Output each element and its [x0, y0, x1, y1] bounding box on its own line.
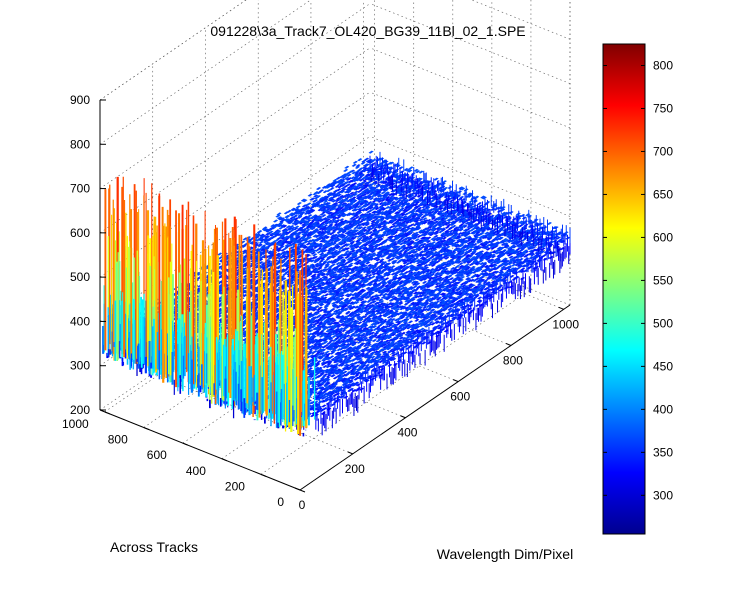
surface-patch: [326, 189, 330, 192]
surface-patch: [249, 238, 253, 241]
surface-patch: [333, 190, 337, 193]
surface-patch: [331, 231, 335, 234]
grid-line-z-right: [370, 4, 570, 84]
surface-patch: [353, 161, 357, 164]
surface-patch: [284, 247, 288, 250]
surface-patch: [302, 228, 306, 231]
surface-patch: [310, 198, 314, 201]
surface-patch: [371, 195, 375, 198]
surface-mesh: [100, 151, 570, 437]
surface-patch: [314, 277, 318, 280]
surface-patch: [356, 256, 360, 259]
box-edge: [100, 0, 370, 100]
surface-patch: [258, 230, 262, 233]
surface-patch: [409, 167, 413, 170]
surface-patch: [359, 168, 363, 171]
surface-patch: [383, 231, 387, 234]
surface-patch: [309, 207, 313, 210]
surface-patch: [330, 187, 334, 190]
surface-patch: [369, 151, 373, 154]
surface-patch: [358, 158, 362, 161]
surface-patch: [287, 210, 291, 213]
surface-patch: [315, 239, 319, 242]
surface-patch: [316, 187, 320, 190]
grid-line-z-right: [370, 48, 570, 128]
surface-patch: [217, 253, 221, 256]
surface-patch: [337, 231, 341, 234]
surface-patch: [307, 203, 311, 206]
surface-patch: [273, 220, 277, 223]
surface-patch: [348, 170, 352, 173]
surface-patch: [308, 194, 312, 197]
surface-patch: [315, 249, 319, 252]
surface-patch: [296, 206, 300, 209]
surface-patch: [259, 241, 263, 244]
surface-patch: [268, 228, 272, 231]
surface-patch: [306, 229, 310, 232]
surface-patch: [398, 184, 402, 187]
surface-patch: [364, 164, 368, 167]
surface-patch: [343, 169, 347, 172]
surface-patch: [412, 208, 416, 211]
surface-patch: [303, 241, 307, 244]
surface-patch: [291, 246, 295, 249]
surface-patch: [422, 206, 426, 209]
surface-patch: [308, 214, 312, 217]
surface-patch: [297, 202, 301, 205]
grid-line-z-back: [100, 0, 370, 144]
surface-patch: [285, 215, 289, 218]
grid-line-z-right: [370, 92, 570, 172]
surface-patch: [362, 227, 366, 230]
surface-patch: [361, 162, 365, 165]
surface-patch: [375, 222, 379, 225]
surface-patch: [308, 240, 312, 243]
surface-patch: [294, 226, 298, 229]
surface-patch: [345, 166, 349, 169]
grid-line-z-back: [100, 0, 370, 100]
surface-patch: [283, 273, 287, 276]
surface-patch: [434, 178, 438, 181]
surface-patch: [368, 210, 372, 213]
surface-patch: [400, 205, 404, 208]
surface-patch: [297, 215, 301, 218]
